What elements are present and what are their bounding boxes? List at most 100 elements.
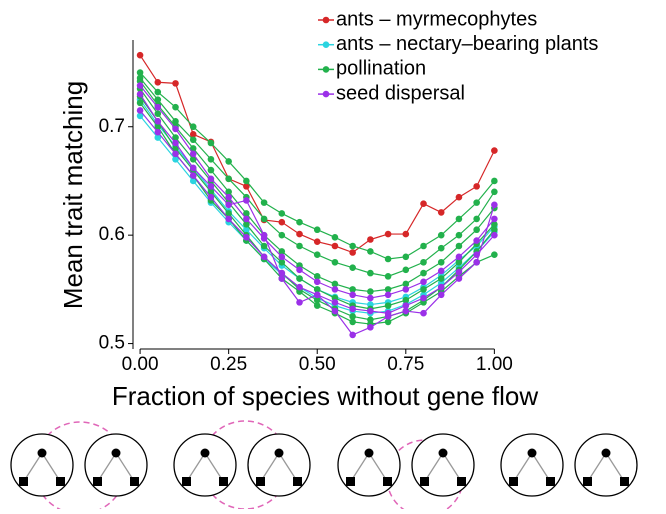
icon-node [200,448,210,458]
data-point [384,291,392,299]
data-point [154,78,162,86]
data-point [437,231,445,239]
data-point [243,197,250,204]
icon-node [420,477,429,486]
data-point [331,286,339,293]
data-point [491,215,498,223]
data-point [225,201,232,209]
icon-circle [574,433,638,497]
data-point [384,255,392,263]
data-point [349,242,356,250]
icon-node [601,448,611,458]
icon-edge [513,452,533,482]
data-point [313,238,321,245]
data-point [455,231,463,239]
data-point [367,288,374,295]
data-point [260,242,268,250]
data-point [402,253,410,261]
data-point [313,296,321,304]
data-point [313,273,321,280]
legend-marker [322,41,330,48]
x-axis-label: Fraction of species without gene flow [112,381,539,411]
data-point [207,188,215,196]
icon-edge [350,452,370,482]
data-point [437,244,445,252]
data-point [189,177,197,185]
icon-edge [424,452,444,482]
data-point [349,264,356,271]
y-tick-label: 0.7 [99,116,125,137]
icon-edge [442,452,462,482]
data-point [402,302,410,309]
icon-circle [337,433,401,497]
data-point [225,215,232,223]
y-axis-label: Mean trait matching [58,81,88,309]
data-point [349,313,356,320]
data-point [278,253,286,261]
data-point [313,291,321,299]
data-point [349,305,356,313]
data-point [154,128,162,136]
data-point [189,123,197,131]
series-line [139,85,495,299]
data-point [437,275,445,282]
icon-node [509,477,518,486]
icon-node [56,477,65,486]
data-point [349,291,356,299]
data-point [260,199,268,206]
data-point [278,218,286,226]
data-point [367,236,374,243]
data-point [296,283,303,291]
data-point [225,210,232,217]
data-point [225,158,232,165]
data-point [473,237,480,244]
data-point [225,193,232,201]
data-point [455,268,463,276]
data-point [313,226,321,234]
icon-node [274,448,284,458]
data-point [313,278,321,286]
data-point [278,258,286,266]
icon-node [111,448,121,458]
data-point [313,286,321,293]
data-point [172,150,179,158]
icon-circle [84,433,148,497]
data-point [455,215,463,223]
data-point [207,139,215,147]
icon-edge [260,452,280,482]
icon-circle [10,433,74,497]
data-point [402,286,410,293]
data-point [455,193,463,201]
data-point [491,147,498,154]
icon-edge [115,452,135,482]
data-point [455,242,463,250]
data-point [296,218,303,226]
legend-label: seed dispersal [336,82,465,104]
x-tick-label: 1.00 [476,354,513,375]
data-point [331,242,339,250]
data-point [136,107,144,114]
data-point [331,280,339,288]
data-point [154,123,162,131]
data-point [384,318,392,326]
data-point [420,309,427,317]
x-tick-label: 0.50 [299,354,336,375]
data-point [278,269,286,277]
data-point [473,215,480,223]
data-point [172,118,179,125]
data-point [491,177,498,185]
icon-edge [531,452,551,482]
data-point [189,172,197,179]
data-point [420,278,427,286]
data-point [367,269,374,277]
data-point [154,134,162,141]
data-point [402,307,410,315]
data-point [384,309,392,317]
data-point [420,258,427,266]
data-point [384,286,392,293]
data-point [313,302,321,309]
data-point [172,125,179,133]
data-point [172,155,179,163]
data-point [136,51,144,59]
data-point [225,188,232,196]
